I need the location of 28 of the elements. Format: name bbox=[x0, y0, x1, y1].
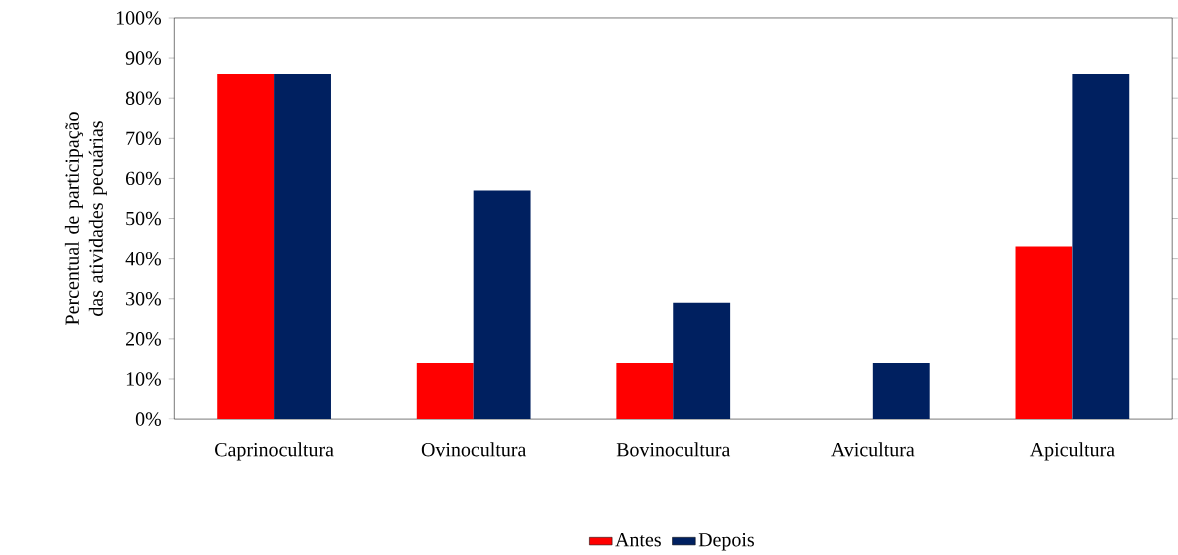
bar bbox=[1015, 246, 1073, 420]
x-tick-label: Bovinocultura bbox=[616, 442, 731, 457]
bar bbox=[217, 74, 275, 420]
bar bbox=[872, 363, 930, 420]
bar bbox=[416, 363, 474, 420]
y-tick-label: 50% bbox=[126, 212, 162, 226]
bar bbox=[274, 74, 331, 420]
x-tick-label: Ovinocultura bbox=[421, 442, 527, 457]
y-tick-label: 20% bbox=[126, 332, 162, 346]
y-tick-label: 100% bbox=[116, 11, 162, 25]
y-tick-label: 90% bbox=[125, 51, 162, 66]
y-tick-label: 70% bbox=[126, 131, 162, 146]
y-tick-label: 60% bbox=[125, 171, 162, 186]
bar bbox=[673, 303, 731, 420]
bar bbox=[616, 363, 674, 420]
y-tick-label: 30% bbox=[126, 292, 162, 306]
bar bbox=[473, 190, 531, 420]
y-tick-label: 10% bbox=[126, 372, 162, 386]
y-tick-label: 80% bbox=[125, 91, 162, 106]
x-tick-label: Avicultura bbox=[831, 442, 915, 457]
y-tick-label: 0% bbox=[135, 412, 162, 427]
y-axis-title: Percentual de participação das atividades pecuárias bbox=[64, 112, 107, 326]
x-tick-label: Caprinocultura bbox=[215, 442, 334, 461]
legend-label: Antes bbox=[615, 533, 661, 547]
legend-label: Depois bbox=[698, 533, 754, 551]
y-tick-label: 40% bbox=[125, 252, 162, 266]
bar bbox=[1072, 74, 1130, 420]
x-tick-label: Apicultura bbox=[1029, 442, 1115, 461]
